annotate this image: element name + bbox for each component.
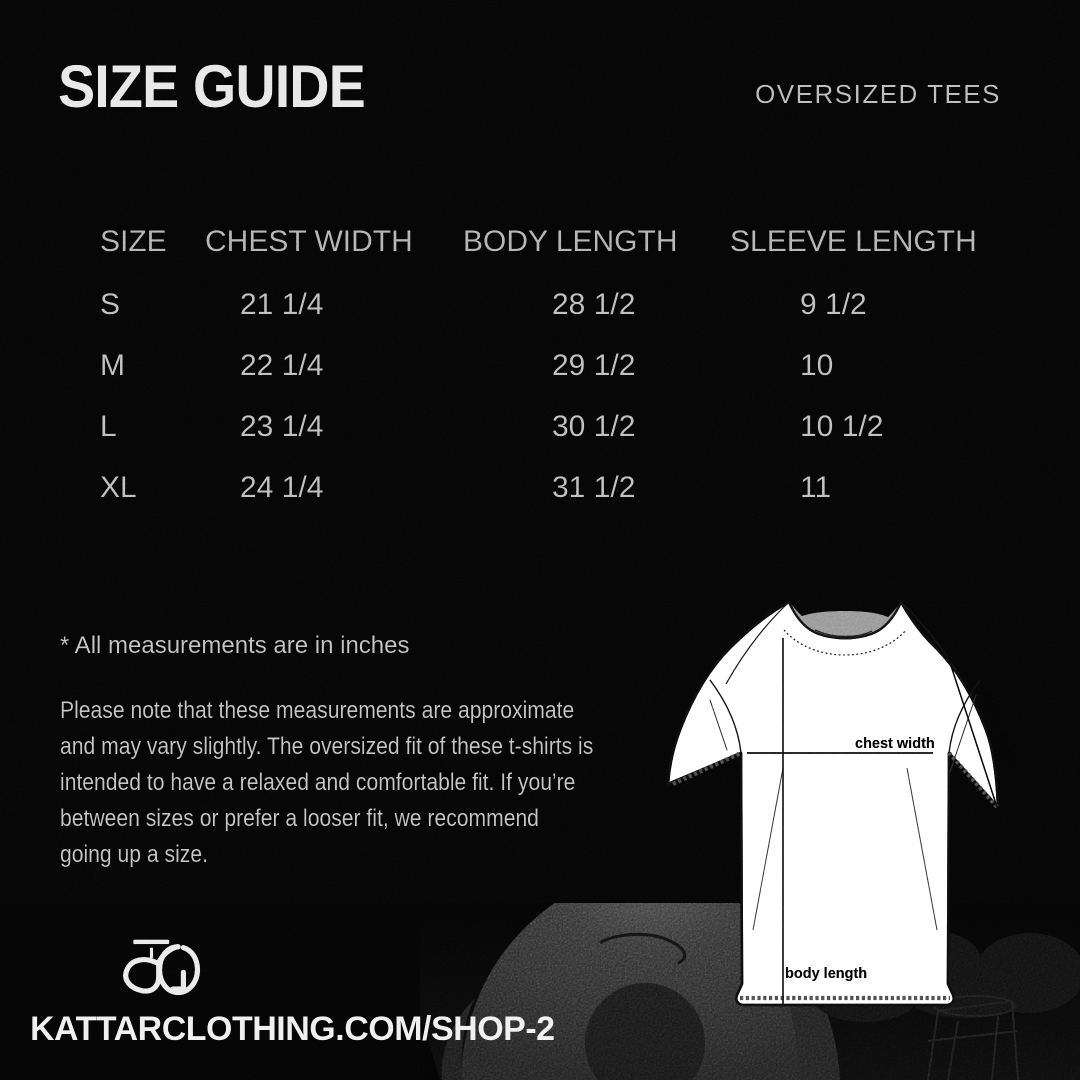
svg-text:body length: body length: [785, 966, 867, 982]
svg-text:chest width: chest width: [855, 736, 935, 752]
